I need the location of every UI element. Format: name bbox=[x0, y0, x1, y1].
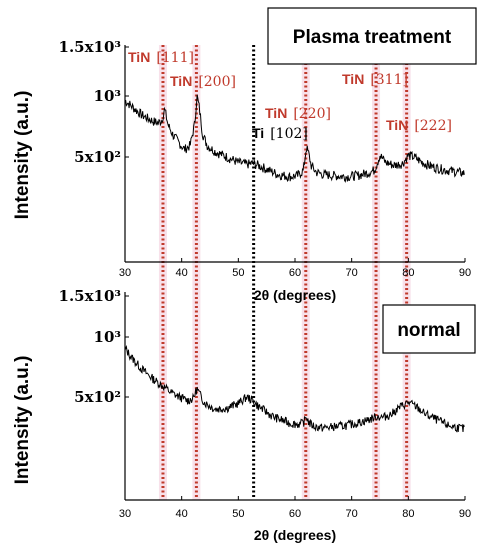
peak-phase: TiN bbox=[386, 117, 408, 133]
peak-highlight-bands bbox=[158, 45, 411, 500]
y-tick-label: 1.5x10³ bbox=[59, 38, 121, 56]
x-tick-label: 50 bbox=[232, 508, 244, 520]
x-tick-label: 70 bbox=[346, 508, 358, 520]
peak-labels: TiN [111]TiN [200]Ti [102]TiN [220]TiN [311]T… bbox=[128, 49, 452, 142]
xrd-trace bbox=[124, 94, 465, 183]
y-tick-label: 5x10² bbox=[74, 388, 121, 406]
x-tick-label: 70 bbox=[346, 267, 358, 279]
peak-phase: TiN bbox=[170, 73, 192, 89]
peak-hkl: [222] bbox=[414, 118, 452, 134]
peak-label: TiN [222] bbox=[386, 117, 452, 134]
peak-hkl: [102] bbox=[270, 126, 308, 142]
peak-label: Ti [102] bbox=[252, 125, 308, 142]
peak-band bbox=[402, 45, 411, 500]
x-tick-label: 90 bbox=[459, 508, 471, 520]
peak-hkl: [200] bbox=[198, 74, 236, 90]
peak-reference-lines bbox=[161, 45, 409, 500]
x-tick-label: 30 bbox=[119, 508, 131, 520]
x-tick-label: 60 bbox=[289, 508, 301, 520]
x-tick-label: 40 bbox=[176, 508, 188, 520]
peak-hkl: [311] bbox=[370, 72, 408, 88]
peak-phase: Ti bbox=[252, 125, 264, 141]
y-tick-label: 1.5x10³ bbox=[59, 287, 121, 305]
peak-phase: TiN bbox=[265, 105, 287, 121]
peak-band bbox=[158, 45, 167, 500]
peak-band bbox=[192, 45, 201, 500]
normal-box bbox=[382, 304, 476, 354]
top-x-axis-label: 2θ (degrees) bbox=[254, 287, 336, 303]
y-tick-label: 5x10² bbox=[74, 148, 121, 166]
peak-phase: TiN bbox=[128, 49, 150, 65]
plasma-treatment-box bbox=[267, 7, 477, 65]
peak-label: TiN [111] bbox=[128, 49, 194, 66]
y-tick-label: 10³ bbox=[94, 328, 121, 346]
peak-band bbox=[301, 45, 310, 500]
peak-phase: TiN bbox=[342, 71, 364, 87]
peak-band bbox=[372, 45, 381, 500]
plasma-treatment-panel: 30 40 50 60 70 80 90 5x10² 10³ 1.5x10³ bbox=[59, 38, 472, 279]
x-tick-label: 40 bbox=[176, 267, 188, 279]
y-tick-label: 10³ bbox=[94, 87, 121, 105]
x-tick-label: 90 bbox=[459, 267, 471, 279]
peak-hkl: [111] bbox=[156, 50, 194, 66]
x-tick-label: 50 bbox=[232, 267, 244, 279]
normal-panel: 30 40 50 60 70 80 90 5x10² 10³ 1.5x10³ bbox=[59, 287, 472, 520]
bottom-y-axis-label: Intensity (a.u.) bbox=[12, 356, 33, 485]
peak-label: TiN [220] bbox=[265, 105, 331, 122]
plasma-treatment-label: Plasma treatment bbox=[293, 27, 452, 48]
x-tick-label: 60 bbox=[289, 267, 301, 279]
bottom-x-axis-label: 2θ (degrees) bbox=[254, 527, 336, 543]
peak-hkl: [220] bbox=[293, 106, 331, 122]
normal-label: normal bbox=[397, 320, 460, 341]
x-tick-label: 80 bbox=[402, 267, 414, 279]
top-y-axis-label: Intensity (a.u.) bbox=[12, 91, 33, 220]
x-tick-label: 30 bbox=[119, 267, 131, 279]
peak-label: TiN [311] bbox=[342, 71, 408, 88]
x-tick-label: 80 bbox=[402, 508, 414, 520]
xrd-trace bbox=[124, 344, 465, 433]
peak-label: TiN [200] bbox=[170, 73, 236, 90]
